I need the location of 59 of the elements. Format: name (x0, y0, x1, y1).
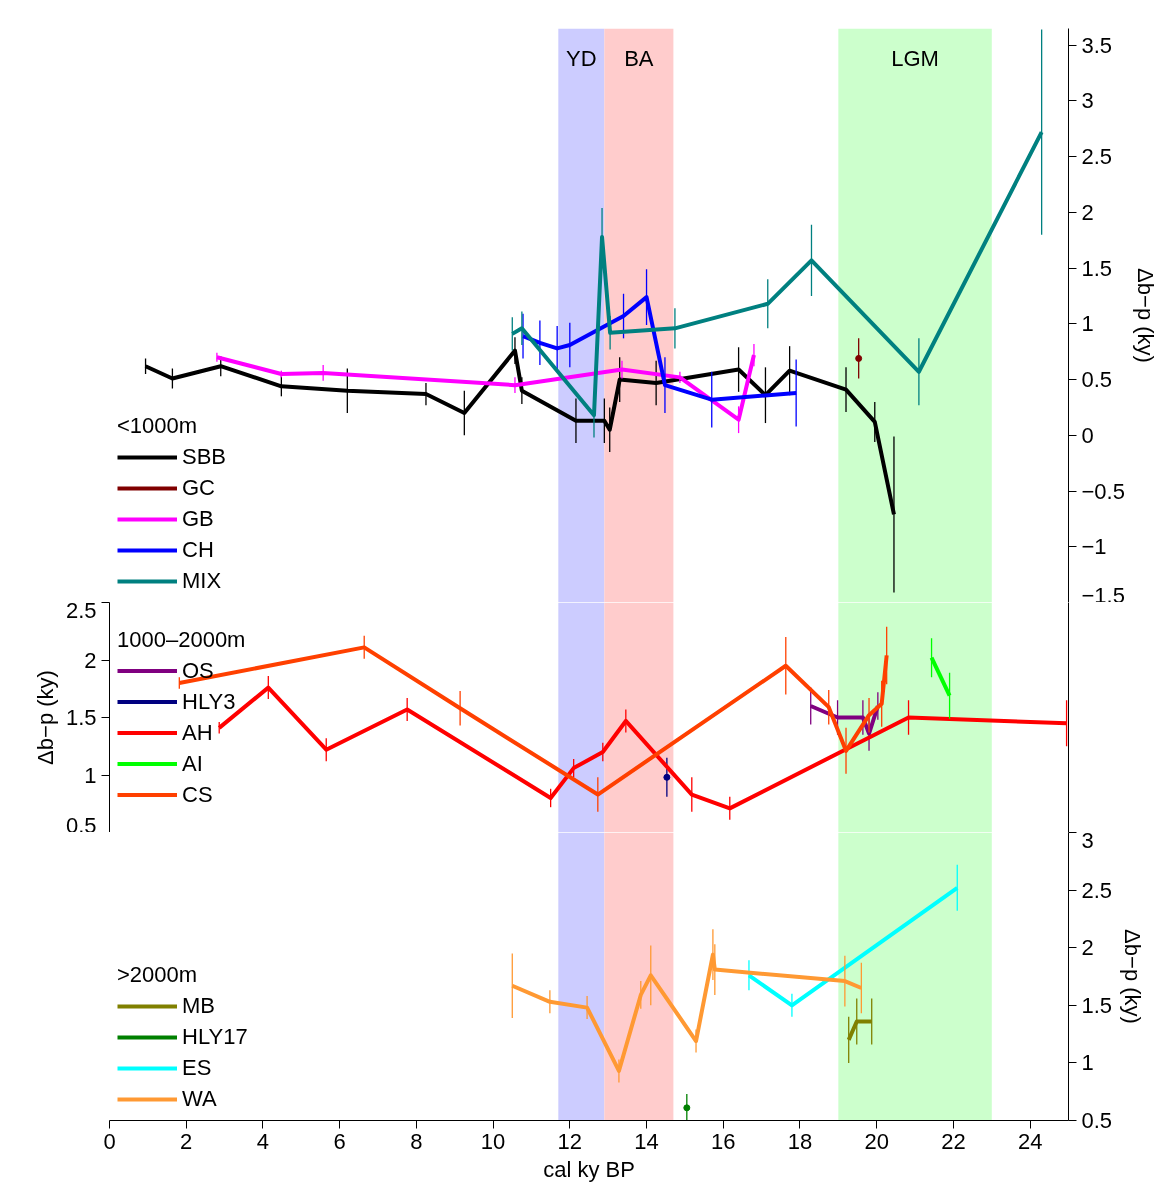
legend-title: 1000–2000m (117, 626, 246, 653)
y-tick-label: 3 (1081, 88, 1094, 114)
y-tick-label: 1 (84, 762, 97, 788)
legend-label: MB (182, 993, 215, 1019)
legend-label: AH (182, 719, 213, 746)
legend-label: WA (182, 1086, 217, 1112)
y-tick-label: 0.5 (65, 812, 97, 838)
y-tick-label: 0.5 (1081, 367, 1113, 393)
legend-title: >2000m (117, 962, 199, 988)
y-axis-title: Δb−p (ky) (32, 670, 58, 765)
legend-title: <1000m (117, 413, 199, 439)
y-tick-label: −1 (1081, 534, 1107, 560)
y-tick-label: 1 (1081, 311, 1094, 337)
y-tick-label: 2.5 (1081, 144, 1113, 170)
x-tick-label: 24 (1017, 1128, 1043, 1154)
x-tick-label: 22 (941, 1128, 966, 1154)
legend-label: OS (182, 657, 214, 684)
band-label: BA (624, 45, 654, 71)
x-tick-label: 18 (787, 1128, 813, 1154)
y-tick-label: 2.5 (65, 597, 97, 623)
band-label: LGM (891, 45, 939, 71)
y-tick-label: 1.5 (1081, 255, 1113, 281)
legend-label: GB (182, 506, 214, 532)
legend-label: AI (182, 750, 203, 777)
x-tick-label: 4 (256, 1128, 270, 1154)
y-axis-title: Δb−p (ky) (1120, 929, 1146, 1024)
x-tick-label: 8 (410, 1128, 423, 1154)
y-axis-title: Δb−p (ky) (1132, 268, 1158, 363)
x-tick-label: 12 (557, 1128, 583, 1154)
y-tick-label: 2 (84, 647, 97, 673)
x-tick-label: 2 (180, 1128, 193, 1154)
y-tick-label: 3 (1081, 827, 1094, 853)
y-tick-label: 1.5 (1081, 992, 1113, 1018)
legend-label: CH (182, 537, 214, 563)
y-tick-label: 0.5 (1081, 1108, 1113, 1133)
legend-label: SBB (182, 444, 227, 470)
x-tick-label: 14 (634, 1128, 659, 1154)
x-tick-label: 16 (711, 1128, 736, 1154)
y-tick-label: 0 (1081, 422, 1094, 448)
x-tick-label: 10 (480, 1128, 506, 1154)
y-tick-label: 1 (1081, 1050, 1094, 1076)
y-tick-label: −0.5 (1081, 478, 1125, 504)
x-tick-label: 0 (103, 1128, 116, 1154)
legend-label: HLY17 (182, 1024, 248, 1050)
y-tick-label: 2 (1081, 935, 1094, 961)
legend-label: MIX (182, 568, 222, 594)
y-tick-label: 3.5 (1081, 32, 1113, 58)
y-tick-label: 1.5 (65, 705, 97, 730)
legend-label: CS (182, 781, 213, 808)
x-axis-title: cal ky BP (543, 1156, 635, 1182)
legend-label: GC (182, 475, 215, 501)
legend-label: ES (182, 1055, 212, 1081)
x-tick-label: 20 (864, 1128, 889, 1154)
y-tick-label: −1.5 (1081, 582, 1125, 608)
x-tick-label: 6 (333, 1128, 346, 1154)
y-tick-label: 2 (1081, 199, 1094, 225)
band-label: YD (566, 45, 597, 71)
y-tick-label: 2.5 (1081, 877, 1113, 903)
legend-label: HLY3 (182, 688, 236, 715)
